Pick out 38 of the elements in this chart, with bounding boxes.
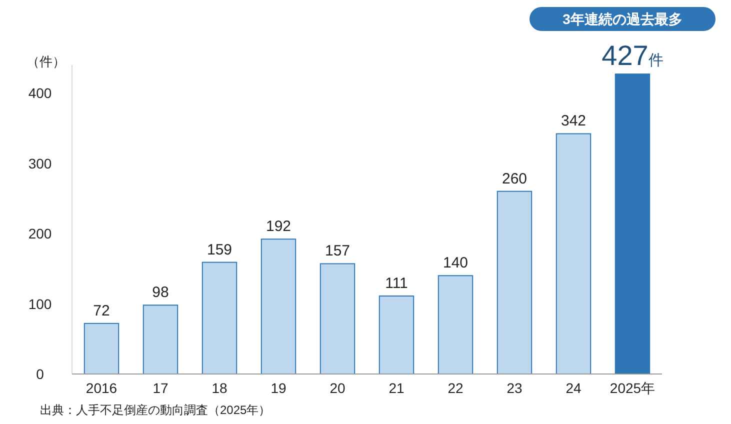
data-label: 111 (385, 275, 408, 292)
y-tick-label: 100 (28, 296, 52, 312)
data-label: 98 (152, 284, 169, 302)
bar (84, 322, 120, 374)
data-label: 157 (324, 242, 350, 260)
text: 3年連続の過去最多 (562, 11, 682, 27)
x-tick-label: 2016 (86, 380, 118, 396)
bar (496, 190, 532, 374)
x-tick-label: 22 (448, 380, 464, 396)
y-tick-label: 400 (28, 85, 52, 101)
bar (320, 263, 356, 374)
bar (378, 296, 414, 374)
data-label: 260 (502, 170, 528, 188)
data-label: 342 (560, 112, 586, 130)
x-tick-label: 19 (270, 380, 286, 396)
data-label: 159 (206, 241, 232, 258)
bar (556, 133, 592, 374)
data-label: 140 (442, 254, 468, 272)
y-tick-label: 200 (28, 226, 52, 242)
bar (260, 238, 296, 374)
x-tick-label: 21 (388, 380, 404, 396)
x-tick-label: 17 (152, 380, 168, 396)
x-tick-label: 24 (566, 380, 582, 396)
bar (438, 275, 474, 374)
x-tick-label: 20 (330, 380, 346, 396)
data-label: 192 (266, 218, 292, 236)
source-note: 出典：人手不足倒産の動向調査（2025年） (40, 403, 271, 417)
y-tick-label: 300 (28, 155, 52, 172)
y-tick-label: 0 (36, 366, 44, 382)
bar (142, 304, 178, 374)
x-tick-label: 18 (212, 380, 228, 396)
y-axis-title: （件） (26, 54, 66, 69)
data-label: 72 (93, 302, 110, 320)
x-tick-label: 2025年 (610, 380, 656, 396)
bar (614, 74, 650, 374)
bar (202, 262, 238, 374)
x-tick-label: 23 (506, 380, 522, 396)
data-label: 427件 (602, 40, 664, 72)
